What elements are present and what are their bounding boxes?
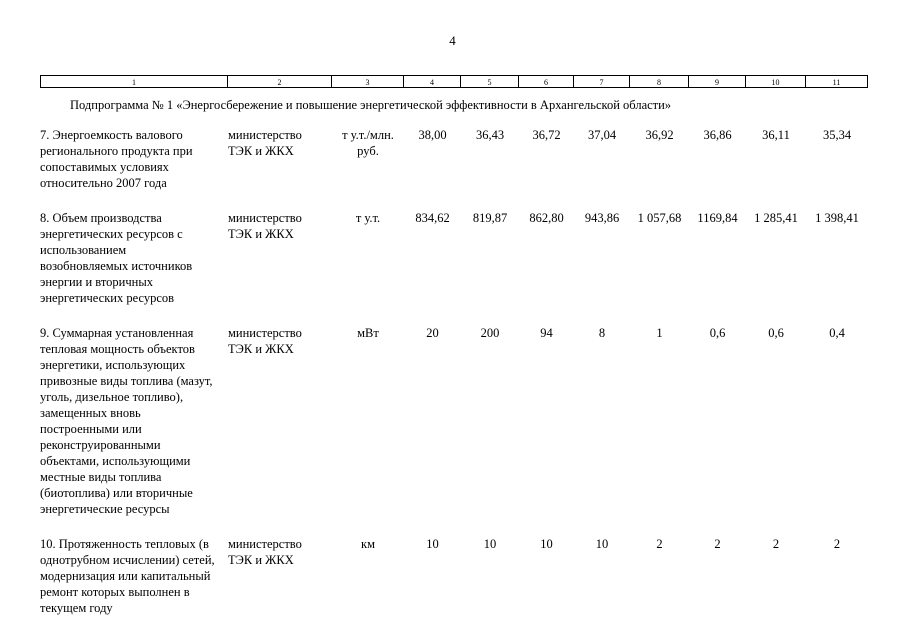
column-number-cell: 2 — [228, 75, 332, 88]
indicator-row: 9. Суммарная установленная тепловая мощн… — [40, 325, 868, 517]
column-number-cell: 10 — [746, 75, 806, 88]
value-cell: 8 — [598, 326, 606, 340]
indicator-row: 8. Объем производства энергетических рес… — [40, 210, 868, 306]
value-cell: 0,6 — [768, 326, 784, 340]
executor-cell: министерство ТЭК и ЖКХ — [228, 326, 302, 356]
value-cell: 36,72 — [532, 128, 561, 142]
value-cell: 2 — [772, 537, 780, 551]
column-number-cell: 4 — [404, 75, 461, 88]
unit-cell: мВт — [357, 326, 379, 340]
value-cell: 834,62 — [415, 211, 450, 225]
column-number-cell: 6 — [519, 75, 574, 88]
value-cell: 1 — [656, 326, 663, 340]
unit-cell: км — [361, 537, 375, 551]
indicators-table: 1 2 3 4 5 6 7 8 9 10 11 Подпрограмма № 1 «Энергосб… — [40, 75, 868, 616]
value-cell: 1 398,41 — [815, 211, 859, 225]
column-number-cell: 9 — [689, 75, 746, 88]
value-cell: 2 — [656, 537, 663, 551]
column-number-cell: 8 — [630, 75, 689, 88]
executor-cell: министерство ТЭК и ЖКХ — [228, 128, 302, 158]
subprogram-title: Подпрограмма № 1 «Энергосбережение и пов… — [70, 98, 672, 112]
value-cell: 36,86 — [703, 128, 732, 142]
value-cell: 10 — [540, 537, 553, 551]
indicator-row: 7. Энергоемкость валового регионального … — [40, 127, 868, 191]
value-cell: 94 — [540, 326, 553, 340]
value-cell: 1169,84 — [697, 211, 738, 225]
value-cell: 819,87 — [472, 211, 508, 225]
table-body: 7. Энергоемкость валового регионального … — [40, 127, 868, 616]
column-number-cell: 5 — [461, 75, 519, 88]
value-cell: 10 — [483, 537, 497, 551]
column-number-cell: 3 — [332, 75, 404, 88]
value-cell: 37,04 — [587, 128, 617, 142]
value-cell: 38,00 — [418, 128, 447, 142]
executor-cell: министерство ТЭК и ЖКХ — [228, 211, 302, 241]
value-cell: 1 285,41 — [754, 211, 798, 225]
indicator-name: 7. Энергоемкость валового регионального … — [40, 128, 193, 190]
value-cell: 36,92 — [645, 128, 674, 142]
indicator-name: 10. Протяженность тепловых (в однотрубно… — [40, 537, 215, 615]
value-cell: 20 — [426, 326, 439, 340]
value-cell: 36,43 — [475, 128, 505, 142]
executor-cell: министерство ТЭК и ЖКХ — [228, 537, 302, 567]
unit-cell: т у.т./млн. руб. — [342, 128, 394, 158]
unit-cell: т у.т. — [355, 211, 381, 225]
value-cell: 10 — [426, 537, 439, 551]
value-cell: 0,4 — [829, 326, 845, 340]
column-number-cell: 11 — [806, 75, 868, 88]
value-cell: 943,86 — [584, 211, 620, 225]
indicator-name: 8. Объем производства энергетических рес… — [40, 211, 193, 305]
column-number-cell: 7 — [574, 75, 630, 88]
value-cell: 200 — [480, 326, 500, 340]
value-cell: 0,6 — [709, 326, 726, 340]
value-cell: 862,80 — [529, 211, 564, 225]
indicator-name: 9. Суммарная установленная тепловая мощн… — [40, 326, 213, 516]
table-header-row: 1 2 3 4 5 6 7 8 9 10 11 — [40, 75, 868, 88]
value-cell: 10 — [595, 537, 609, 551]
value-cell: 36,11 — [762, 128, 790, 142]
indicator-row: 10. Протяженность тепловых (в однотрубно… — [40, 536, 868, 616]
page-number: 4 — [449, 33, 456, 48]
value-cell: 2 — [714, 537, 721, 551]
column-number-cell: 1 — [40, 75, 228, 88]
value-cell: 35,34 — [822, 128, 852, 142]
value-cell: 1 057,68 — [637, 211, 682, 225]
value-cell: 2 — [833, 537, 841, 551]
